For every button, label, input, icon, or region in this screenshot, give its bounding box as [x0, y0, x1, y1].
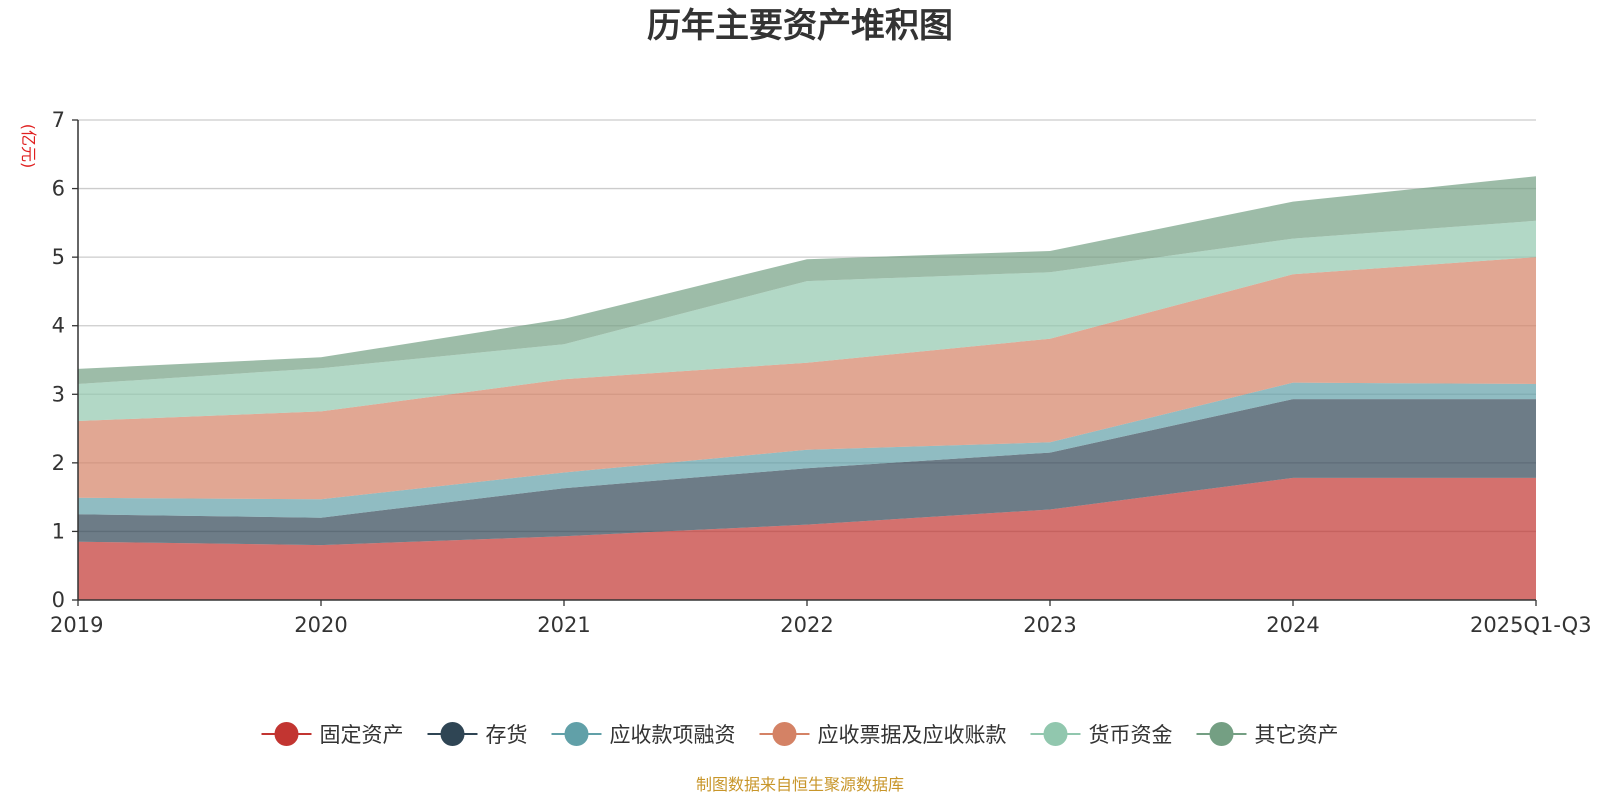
data-source-note: 制图数据来自恒生聚源数据库 [696, 775, 904, 794]
y-tick-label: 0 [52, 588, 65, 612]
y-tick-label: 6 [52, 177, 65, 201]
legend-item-4[interactable]: 货币资金 [1030, 722, 1173, 747]
x-tick-label: 2023 [1023, 613, 1076, 637]
legend-item-0[interactable]: 固定资产 [261, 722, 404, 747]
x-tick-label: 2025Q1-Q3 [1470, 613, 1592, 637]
chart-title: 历年主要资产堆积图 [647, 6, 953, 46]
area-series-3 [78, 257, 1536, 500]
area-series-0 [78, 477, 1536, 600]
legend-symbol-dot [1209, 722, 1234, 746]
legend-symbol-dot [274, 722, 299, 746]
x-tick-label: 2024 [1266, 613, 1319, 637]
y-tick-label: 3 [52, 382, 65, 406]
y-tick-label: 7 [52, 108, 65, 132]
legend-label: 应收票据及应收账款 [818, 723, 1007, 747]
series-areas [78, 176, 1536, 600]
y-tick-label: 4 [52, 314, 65, 338]
legend-label: 其它资产 [1255, 723, 1339, 747]
legend[interactable]: 固定资产 存货 应收款项融资 应收票据及应收账款 货币资金 其它资产 [261, 722, 1339, 747]
legend-symbol-dot [772, 722, 797, 746]
legend-symbol-dot [1043, 722, 1068, 746]
x-tick-label: 2022 [780, 613, 833, 637]
legend-label: 存货 [486, 723, 528, 747]
area-series-1 [78, 399, 1536, 546]
y-tick-label: 5 [52, 245, 65, 269]
y-tick-label: 1 [52, 519, 65, 543]
legend-label: 固定资产 [320, 723, 404, 747]
axes: 0 1 2 3 4 5 6 7 2019 2020 2021 2022 2023 2024 2025Q1-Q… [50, 108, 1592, 637]
y-tick-label: 2 [52, 451, 65, 475]
legend-label: 应收款项融资 [610, 723, 736, 747]
legend-item-5[interactable]: 其它资产 [1196, 722, 1339, 747]
legend-item-3[interactable]: 应收票据及应收账款 [759, 722, 1007, 747]
area-series-2 [78, 382, 1536, 518]
area-series-5 [78, 176, 1536, 384]
legend-symbol-dot [440, 722, 465, 746]
legend-label: 货币资金 [1089, 723, 1173, 747]
x-tick-label: 2019 [50, 613, 103, 637]
x-tick-label: 2021 [537, 613, 590, 637]
x-tick-label: 2020 [294, 613, 347, 637]
legend-item-1[interactable]: 存货 [427, 722, 528, 747]
legend-symbol-dot [564, 722, 589, 746]
legend-item-2[interactable]: 应收款项融资 [551, 722, 736, 747]
y-axis-unit-label: (亿元) [19, 124, 38, 169]
area-series-4 [78, 220, 1536, 421]
